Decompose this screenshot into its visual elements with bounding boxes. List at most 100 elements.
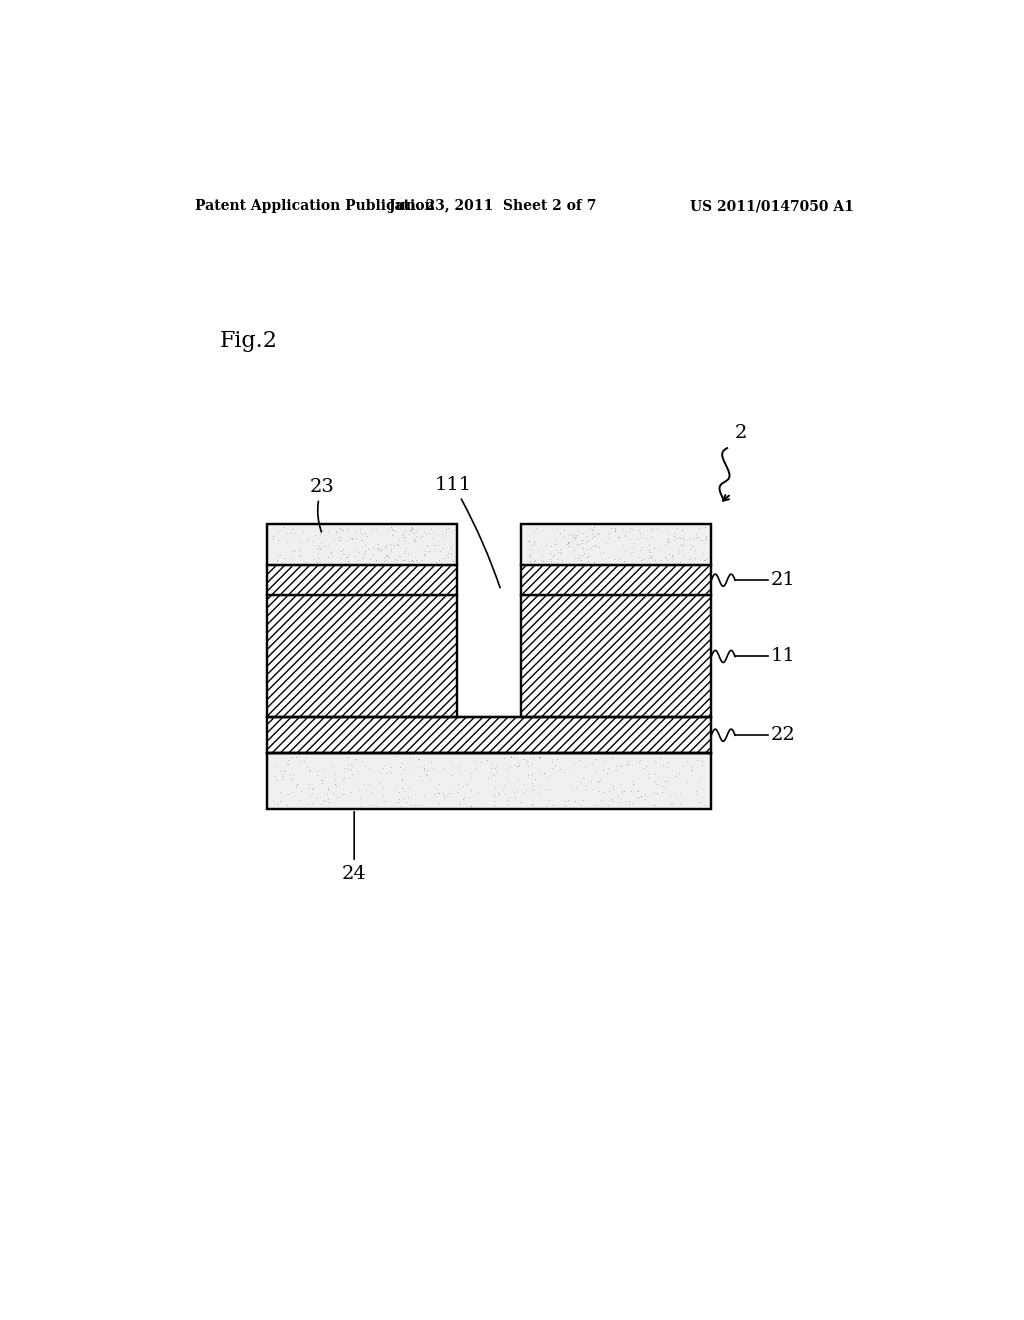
Point bbox=[568, 777, 585, 799]
Point bbox=[410, 748, 426, 770]
Point bbox=[572, 750, 589, 771]
Point bbox=[632, 750, 648, 771]
Point bbox=[561, 532, 578, 553]
Point bbox=[563, 531, 580, 552]
Point bbox=[375, 758, 391, 779]
Point bbox=[343, 781, 359, 803]
Point bbox=[450, 781, 466, 803]
Point bbox=[612, 755, 629, 776]
Point bbox=[671, 539, 687, 560]
Point bbox=[269, 550, 286, 572]
Point bbox=[284, 519, 300, 540]
Point bbox=[345, 755, 361, 776]
Text: 2: 2 bbox=[734, 424, 746, 442]
Point bbox=[404, 519, 421, 540]
Point bbox=[304, 779, 321, 800]
Point bbox=[622, 529, 638, 550]
Point bbox=[269, 529, 286, 550]
Point bbox=[554, 549, 570, 570]
Point bbox=[279, 523, 295, 544]
Point bbox=[522, 550, 539, 572]
Point bbox=[558, 533, 574, 554]
Point bbox=[664, 545, 680, 566]
Point bbox=[370, 533, 386, 554]
Point bbox=[271, 544, 288, 565]
Point bbox=[343, 528, 359, 549]
Point bbox=[616, 540, 633, 561]
Point bbox=[435, 524, 452, 545]
Point bbox=[428, 552, 444, 573]
Point bbox=[288, 747, 304, 768]
Point bbox=[587, 748, 603, 770]
Point bbox=[510, 755, 526, 776]
Point bbox=[577, 756, 593, 777]
Point bbox=[524, 779, 541, 800]
Point bbox=[340, 529, 356, 550]
Point bbox=[436, 548, 453, 569]
Point bbox=[396, 523, 413, 544]
Point bbox=[402, 795, 419, 816]
Point bbox=[698, 525, 715, 546]
Point bbox=[584, 752, 600, 774]
Point bbox=[479, 750, 496, 771]
Point bbox=[357, 780, 374, 801]
Point bbox=[575, 523, 592, 544]
Point bbox=[565, 546, 582, 568]
Point bbox=[340, 550, 356, 572]
Point bbox=[319, 788, 336, 809]
Point bbox=[377, 536, 393, 557]
Point bbox=[622, 793, 638, 814]
Point bbox=[425, 539, 441, 560]
Point bbox=[621, 754, 637, 775]
Point bbox=[414, 525, 430, 546]
Point bbox=[582, 517, 598, 539]
Point bbox=[683, 546, 699, 568]
Point bbox=[648, 517, 665, 539]
Point bbox=[524, 540, 541, 561]
Point bbox=[474, 792, 490, 813]
Point bbox=[410, 537, 426, 558]
Point bbox=[361, 548, 378, 569]
Point bbox=[288, 776, 304, 797]
Point bbox=[657, 548, 674, 569]
Point bbox=[672, 550, 688, 572]
Point bbox=[510, 751, 526, 772]
Point bbox=[569, 520, 586, 541]
Point bbox=[590, 523, 606, 544]
Point bbox=[358, 755, 375, 776]
Point bbox=[387, 520, 403, 541]
Point bbox=[305, 777, 322, 799]
Point bbox=[386, 536, 402, 557]
Point bbox=[633, 549, 649, 570]
Bar bbox=[521, 524, 712, 565]
Point bbox=[414, 549, 430, 570]
Point bbox=[575, 543, 592, 564]
Point bbox=[640, 763, 656, 784]
Point bbox=[416, 760, 432, 781]
Point bbox=[541, 528, 557, 549]
Point bbox=[287, 540, 303, 561]
Point bbox=[416, 521, 432, 543]
Point bbox=[494, 779, 510, 800]
Point bbox=[650, 766, 667, 787]
Point bbox=[435, 537, 452, 558]
Point bbox=[276, 546, 293, 568]
Point bbox=[647, 549, 664, 570]
Point bbox=[319, 546, 336, 568]
Point bbox=[305, 531, 322, 552]
Point bbox=[521, 531, 538, 552]
Point bbox=[327, 763, 343, 784]
Point bbox=[361, 795, 378, 816]
Point bbox=[652, 549, 669, 570]
Point bbox=[497, 784, 513, 805]
Point bbox=[407, 531, 423, 552]
Point bbox=[698, 548, 715, 569]
Point bbox=[328, 520, 344, 541]
Point bbox=[595, 541, 611, 562]
Point bbox=[392, 545, 409, 566]
Point bbox=[335, 519, 351, 540]
Point bbox=[340, 758, 356, 779]
Point bbox=[489, 781, 506, 803]
Point bbox=[656, 770, 673, 791]
Point bbox=[388, 533, 404, 554]
